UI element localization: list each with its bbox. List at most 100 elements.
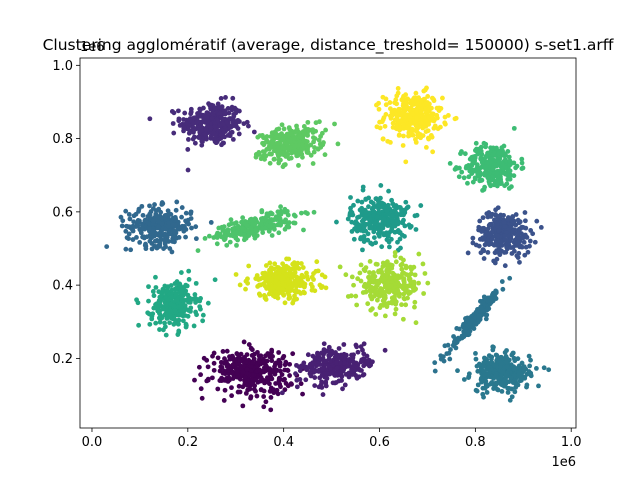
data-point-cluster-4 — [131, 213, 137, 219]
y-tick-label: 0.2 — [52, 352, 73, 367]
data-point-cluster-10 — [420, 261, 426, 267]
data-point-cluster-5 — [242, 232, 247, 238]
data-point-cluster-14 — [504, 359, 509, 365]
data-point-cluster-12 — [219, 378, 225, 383]
data-point-cluster-5 — [234, 242, 239, 248]
data-point-cluster-10 — [421, 291, 427, 296]
data-point-cluster-12 — [281, 353, 287, 359]
data-point-cluster-6 — [414, 212, 420, 218]
data-point-cluster-1 — [275, 140, 280, 146]
data-point-cluster-13 — [354, 375, 360, 381]
data-point-cluster-5 — [241, 237, 247, 243]
data-point-cluster-6 — [387, 244, 392, 250]
data-point-cluster-4 — [140, 234, 145, 240]
data-point-cluster-2 — [423, 144, 429, 150]
data-point-cluster-4 — [188, 211, 194, 217]
data-point-cluster-13 — [339, 378, 344, 383]
data-point-cluster-8 — [161, 327, 166, 333]
data-point-cluster-14 — [493, 373, 499, 378]
data-point-cluster-14 — [534, 365, 539, 371]
data-point-cluster-10 — [401, 295, 407, 301]
data-point-cluster-4 — [173, 216, 178, 221]
data-point-cluster-4 — [173, 207, 179, 213]
data-point-cluster-2 — [411, 102, 417, 107]
data-point-cluster-3 — [466, 174, 472, 180]
data-point-cluster-13 — [342, 352, 347, 358]
data-point-cluster-0 — [185, 167, 191, 173]
data-point-cluster-8 — [156, 315, 162, 321]
data-points — [104, 85, 552, 413]
data-point-cluster-7 — [492, 217, 497, 223]
data-point-cluster-1 — [311, 135, 316, 141]
data-point-cluster-12 — [246, 342, 252, 347]
data-point-cluster-6 — [388, 236, 394, 242]
data-point-cluster-4 — [135, 223, 141, 229]
data-point-cluster-3 — [496, 159, 502, 165]
data-point-cluster-12 — [204, 357, 210, 363]
data-point-cluster-14 — [524, 382, 530, 388]
data-point-cluster-6 — [366, 221, 372, 227]
data-point-cluster-13 — [319, 385, 325, 390]
data-point-cluster-5 — [253, 228, 259, 233]
data-point-cluster-9 — [287, 288, 293, 294]
data-point-cluster-12 — [205, 376, 211, 382]
data-point-cluster-9 — [293, 284, 299, 289]
data-point-cluster-14 — [474, 388, 480, 394]
data-point-cluster-8 — [178, 270, 184, 275]
data-point-cluster-0 — [191, 115, 197, 121]
data-point-cluster-1 — [270, 139, 276, 145]
data-point-cluster-12 — [265, 379, 271, 385]
data-point-cluster-8 — [205, 300, 211, 306]
data-point-cluster-11 — [450, 342, 456, 348]
data-point-cluster-8 — [183, 282, 189, 288]
data-point-cluster-14 — [515, 382, 521, 388]
data-point-cluster-2 — [392, 100, 398, 106]
data-point-cluster-12 — [229, 393, 235, 399]
data-point-cluster-9 — [276, 286, 282, 292]
data-point-cluster-7 — [497, 247, 502, 252]
data-point-cluster-1 — [291, 145, 297, 150]
data-point-cluster-14 — [512, 389, 518, 395]
data-point-cluster-0 — [216, 123, 222, 129]
data-point-cluster-9 — [282, 300, 288, 306]
data-point-cluster-12 — [264, 358, 270, 364]
data-point-cluster-11 — [469, 318, 474, 324]
data-point-cluster-6 — [362, 213, 368, 219]
data-point-cluster-12 — [283, 381, 289, 386]
data-point-cluster-12 — [231, 362, 237, 368]
data-point-cluster-12 — [220, 370, 226, 376]
data-point-cluster-12 — [253, 388, 258, 394]
data-point-cluster-14 — [489, 356, 494, 362]
data-point-cluster-14 — [505, 390, 511, 395]
data-point-cluster-0 — [210, 111, 216, 117]
data-point-cluster-12 — [210, 353, 215, 359]
data-point-cluster-11 — [463, 326, 468, 332]
data-point-cluster-7 — [487, 222, 493, 227]
data-point-cluster-0 — [182, 110, 188, 116]
data-point-cluster-6 — [385, 231, 391, 237]
data-point-cluster-8 — [146, 284, 151, 290]
data-point-cluster-11 — [493, 296, 499, 301]
data-point-cluster-8 — [182, 303, 188, 309]
data-point-cluster-3 — [494, 145, 499, 151]
data-point-cluster-12 — [274, 367, 280, 373]
data-point-cluster-9 — [266, 281, 272, 287]
data-point-cluster-6 — [402, 233, 407, 239]
data-point-cluster-9 — [302, 290, 307, 296]
data-point-cluster-12 — [215, 386, 221, 392]
data-point-cluster-4 — [185, 217, 191, 223]
data-point-cluster-14 — [516, 372, 521, 378]
data-point-cluster-2 — [430, 149, 436, 155]
data-point-cluster-10 — [401, 270, 407, 276]
data-point-cluster-12 — [248, 345, 254, 351]
data-point-cluster-14 — [509, 394, 515, 400]
data-point-cluster-8 — [169, 287, 175, 293]
data-point-cluster-8 — [176, 312, 182, 318]
data-point-cluster-8 — [175, 332, 181, 337]
data-point-cluster-12 — [288, 381, 294, 387]
data-point-cluster-7 — [522, 252, 528, 258]
data-point-cluster-9 — [282, 264, 288, 270]
data-point-cluster-1 — [303, 131, 308, 137]
data-point-cluster-6 — [349, 229, 355, 234]
data-point-cluster-7 — [508, 237, 513, 243]
